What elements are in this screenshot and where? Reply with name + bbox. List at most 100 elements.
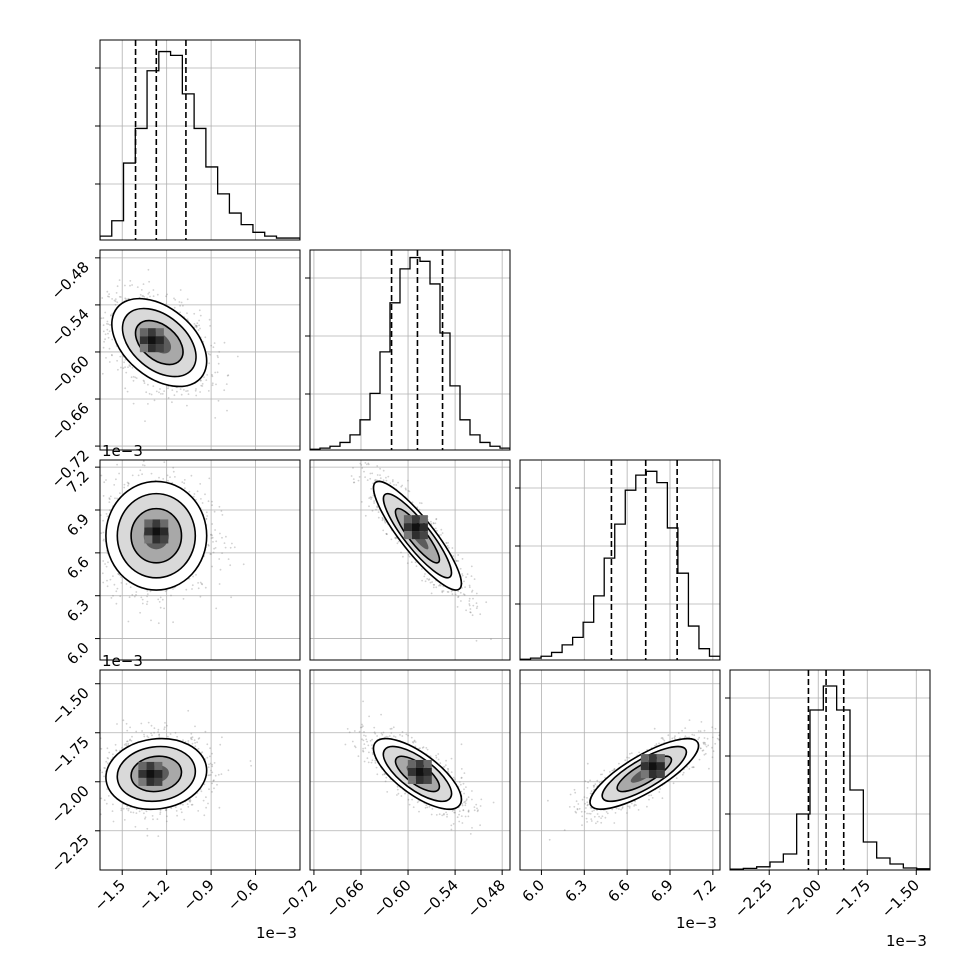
- scatter-point: [180, 808, 182, 811]
- scatter-point: [116, 723, 118, 725]
- scatter-point: [193, 493, 196, 495]
- scatter-point: [166, 815, 168, 818]
- scatter-point: [65, 302, 67, 304]
- scatter-point: [213, 510, 216, 513]
- scatter-point: [208, 362, 211, 365]
- scatter-point: [144, 420, 146, 422]
- scatter-point: [171, 401, 173, 404]
- scatter-point: [463, 580, 465, 583]
- scatter-point: [221, 736, 223, 739]
- scatter-point: [214, 547, 217, 549]
- scatter-point: [195, 388, 197, 390]
- scatter-point: [445, 542, 448, 544]
- scatter-point: [198, 737, 201, 739]
- scatter-point: [109, 578, 112, 581]
- scatter-point: [91, 491, 93, 493]
- scatter-point: [209, 553, 212, 555]
- scatter-point: [408, 555, 411, 558]
- scatter-point: [183, 389, 185, 391]
- scatter-point: [164, 809, 167, 812]
- density-pixel: [144, 535, 153, 544]
- scatter-point: [126, 740, 128, 743]
- scatter-point: [110, 597, 113, 599]
- scatter-point: [93, 810, 95, 812]
- scatter-point: [106, 762, 109, 765]
- scatter-point: [120, 807, 123, 810]
- density-peak-pixels: [144, 519, 169, 544]
- scatter-point: [410, 561, 413, 563]
- scatter-point: [211, 374, 213, 376]
- scatter-point: [216, 354, 219, 357]
- scatter-point: [438, 584, 440, 587]
- scatter-point: [97, 766, 99, 768]
- scatter-point: [435, 586, 438, 589]
- panel-frame: [99, 249, 301, 451]
- scatter-point: [216, 371, 219, 374]
- scatter-point: [143, 812, 145, 815]
- scatter-point: [408, 490, 411, 493]
- scatter-point: [190, 736, 193, 739]
- scatter-point: [374, 478, 377, 481]
- scatter-point: [126, 481, 129, 484]
- scatter-point: [376, 474, 379, 476]
- scatter-point: [197, 457, 199, 459]
- scatter-point: [165, 295, 168, 298]
- scatter-point: [360, 501, 363, 503]
- scatter-point: [96, 785, 98, 787]
- scatter-point: [361, 467, 364, 469]
- scatter-point: [192, 495, 195, 498]
- scatter-point: [435, 518, 438, 520]
- scatter-point: [195, 325, 197, 327]
- scatter-point: [118, 472, 120, 475]
- scatter-point: [418, 508, 421, 511]
- density-pixel: [155, 328, 164, 337]
- scatter-point: [157, 622, 160, 625]
- scatter-point: [113, 299, 116, 302]
- scatter-point: [176, 390, 178, 393]
- scatter-point: [153, 727, 156, 730]
- panel-frame: [99, 39, 301, 241]
- scatter-point: [457, 554, 460, 556]
- scatter-point: [149, 590, 152, 593]
- scatter-point: [242, 563, 245, 566]
- scatter-point: [129, 280, 132, 282]
- scatter-point: [207, 544, 210, 547]
- scatter-point: [466, 573, 469, 575]
- scatter-point: [135, 377, 138, 379]
- scatter-point: [107, 336, 110, 339]
- panel-frame: [519, 459, 721, 661]
- scatter-point: [199, 379, 202, 382]
- scatter-point: [167, 397, 170, 399]
- scatter-point: [395, 484, 398, 486]
- scatter-point: [116, 301, 119, 304]
- scatter-point: [101, 297, 104, 299]
- density-pixel: [144, 519, 153, 528]
- scatter-point: [147, 383, 149, 386]
- histogram-panel-1: [305, 249, 511, 451]
- scatter-point: [470, 575, 473, 577]
- scatter-point: [122, 807, 125, 810]
- scatter-point: [385, 476, 387, 479]
- scatter-point: [382, 469, 385, 472]
- scatter-point: [172, 470, 175, 473]
- scatter-point: [110, 314, 112, 316]
- scatter-point: [129, 738, 132, 741]
- scatter-point: [106, 515, 109, 518]
- scatter-point: [180, 393, 183, 396]
- scatter-point: [132, 375, 135, 378]
- scatter-point: [183, 482, 186, 485]
- scatter-point: [112, 803, 114, 806]
- scatter-point: [93, 335, 95, 337]
- scatter-point: [456, 606, 459, 608]
- scatter-point: [374, 479, 376, 482]
- scatter-point: [352, 478, 355, 480]
- scatter-point: [207, 390, 210, 392]
- scatter-point: [440, 534, 442, 536]
- scatter-point: [182, 739, 184, 741]
- scatter-point: [364, 462, 367, 464]
- scatter-point: [182, 304, 184, 307]
- scatter-point: [198, 324, 201, 327]
- scatter-point: [212, 346, 215, 349]
- density-pixel: [160, 527, 169, 536]
- scatter-point: [115, 292, 118, 294]
